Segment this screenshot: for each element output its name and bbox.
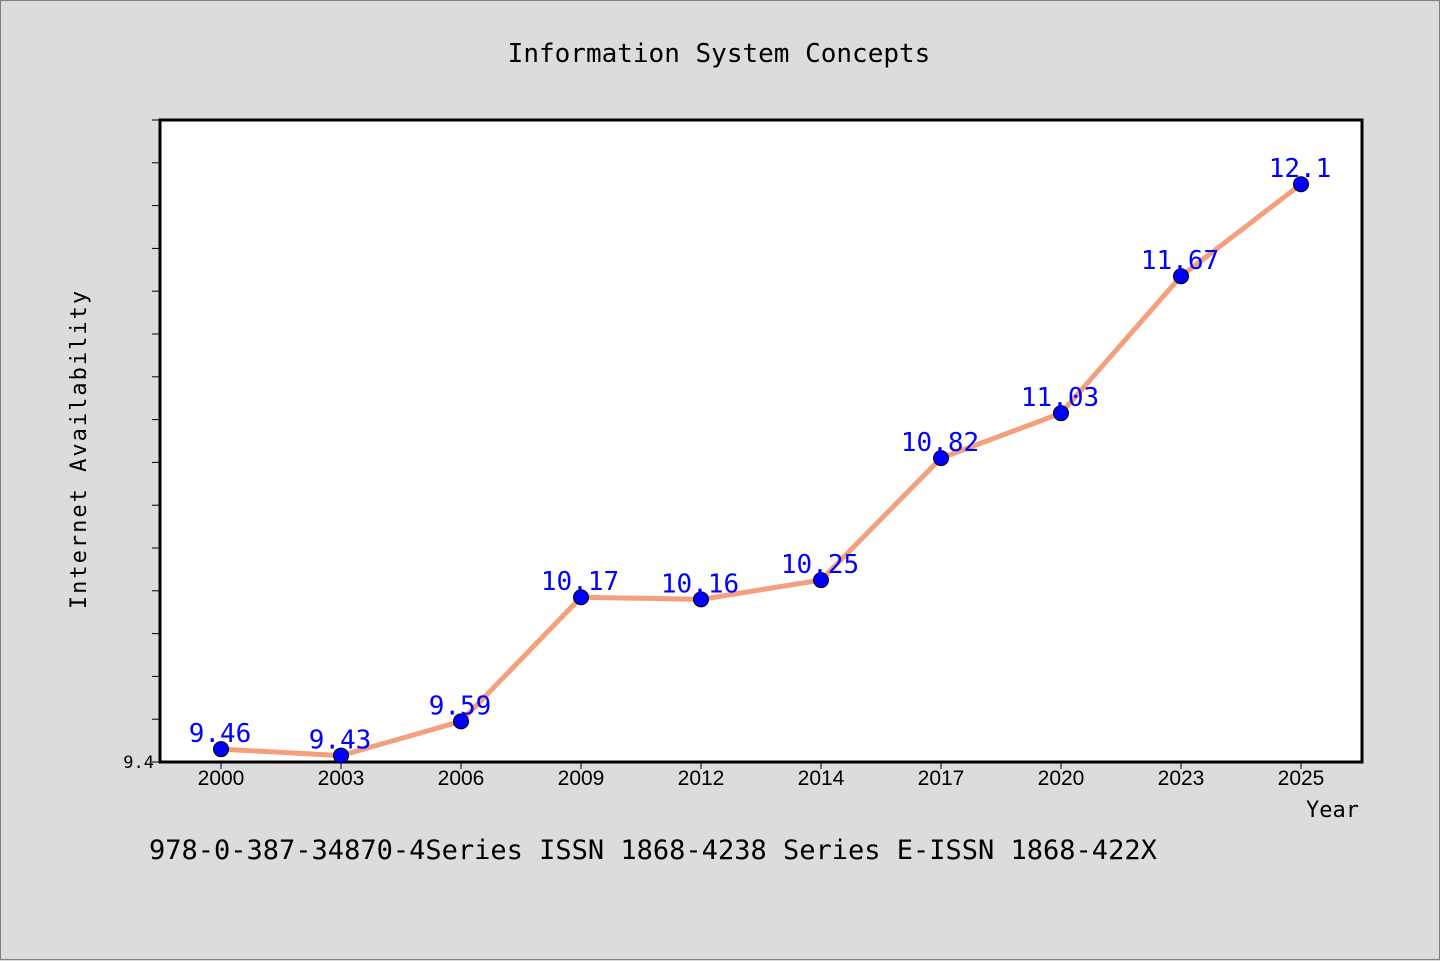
data-point <box>1053 405 1069 422</box>
data-point <box>333 747 349 764</box>
x-tick-label: 2023 <box>1158 767 1205 790</box>
data-label: 9.43 <box>309 726 372 756</box>
x-axis-title: Year <box>1306 798 1359 823</box>
data-label: 10.82 <box>901 428 979 458</box>
x-tick-label: 2017 <box>918 767 965 790</box>
data-label: 9.46 <box>189 719 252 749</box>
x-tick-label: 2009 <box>558 767 605 790</box>
data-label: 12.1 <box>1269 154 1332 184</box>
data-label: 10.16 <box>661 569 739 599</box>
plot-area <box>158 118 1364 764</box>
x-tick-label: 2006 <box>438 767 485 790</box>
data-point <box>213 741 229 758</box>
data-point <box>573 589 589 606</box>
data-label: 11.03 <box>1021 383 1099 413</box>
x-tick-label: 2000 <box>198 767 245 790</box>
data-label: 10.25 <box>781 550 859 580</box>
data-label: 9.59 <box>429 691 492 721</box>
x-tick-label: 2014 <box>798 767 845 790</box>
data-label: 11.67 <box>1141 246 1219 276</box>
chart-title: Information System Concepts <box>508 39 931 69</box>
series-line <box>218 181 1304 759</box>
footer-text: 978-0-387-34870-4Series ISSN 1868-4238 S… <box>149 835 1157 866</box>
data-point <box>693 591 709 608</box>
y-tick-label: 9.4 <box>123 753 154 773</box>
data-point <box>453 713 469 730</box>
data-point <box>933 450 949 467</box>
data-point <box>1173 268 1189 285</box>
y-axis-title: Internet Availability <box>67 289 92 609</box>
x-tick-label: 2003 <box>318 767 365 790</box>
x-tick-label: 2012 <box>678 767 725 790</box>
data-point <box>813 572 829 589</box>
data-point <box>1293 176 1309 193</box>
x-tick-label: 2025 <box>1278 767 1325 790</box>
x-tick-label: 2020 <box>1038 767 1085 790</box>
data-label: 10.17 <box>541 567 619 597</box>
